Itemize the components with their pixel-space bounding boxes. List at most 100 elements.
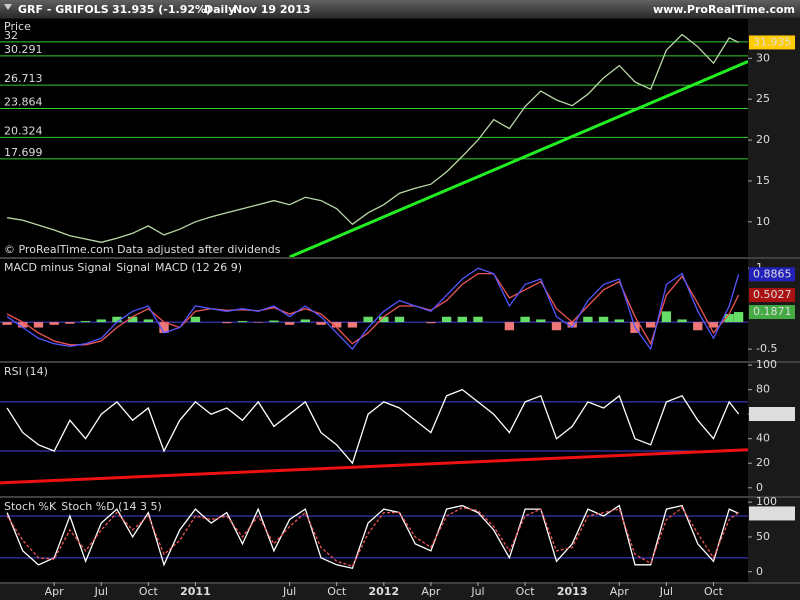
y-tick-label: 15 [756, 174, 770, 187]
histogram-bar [237, 321, 248, 323]
histogram-bar [127, 316, 138, 323]
level-label: 30.291 [4, 43, 43, 56]
legend-label: Signal [116, 261, 150, 274]
histogram-bar [222, 322, 232, 324]
y-tick-label: 20 [756, 133, 770, 146]
plot [0, 33, 748, 257]
x-tick-label: Oct [327, 585, 347, 598]
histogram-bar [473, 316, 483, 323]
y-tick-label: 100 [756, 495, 777, 508]
level-label: 17.699 [4, 146, 43, 159]
histogram-bar [567, 322, 577, 328]
histogram-bar [457, 316, 467, 323]
last-value-box [749, 35, 795, 50]
y-tick-label: 100 [756, 358, 777, 371]
level-label: 32 [4, 29, 18, 42]
last-value: 0.5027 [753, 288, 792, 301]
legend-label: Stoch %D (14 3 5) [61, 500, 162, 513]
x-tick-label: Jul [659, 585, 673, 598]
histogram-bar [677, 319, 687, 323]
x-tick-label: Oct [516, 585, 536, 598]
series-line [6, 388, 740, 465]
histogram-bar [598, 316, 609, 323]
histogram-bar [80, 321, 91, 323]
symbol: GRF - GRIFOLS [18, 3, 109, 16]
series-line [6, 33, 739, 243]
histogram-bar [49, 322, 59, 325]
last-value-box [749, 506, 795, 521]
last-value: 31.935 [753, 35, 792, 48]
histogram-bar [504, 322, 515, 331]
histogram-bar [394, 316, 405, 323]
legend-label: RSI (14) [4, 365, 48, 378]
last-value: 0.8865 [753, 267, 792, 280]
histogram-bar [645, 322, 656, 328]
histogram-bar [520, 316, 530, 323]
legend-label: Stoch %K [4, 500, 57, 513]
histogram-bar [316, 322, 326, 325]
y-tick-label: 80 [756, 383, 770, 396]
histogram-bar [426, 322, 436, 324]
plot [0, 504, 748, 570]
histogram-bar [284, 322, 295, 325]
y-tick-label: 30 [756, 51, 770, 64]
last-value: 0.1871 [753, 305, 792, 318]
x-tick-label: Jul [282, 585, 296, 598]
period: Daily [204, 3, 235, 16]
x-tick-label: Jul [94, 585, 108, 598]
legend-label: MACD (12 26 9) [155, 261, 242, 274]
level-label: 23.864 [4, 95, 43, 108]
note: © ProRealTime.com Data adjusted after di… [4, 243, 281, 256]
histogram-bar [332, 322, 342, 328]
histogram-bar [143, 319, 154, 323]
histogram-bar [2, 322, 12, 325]
quote: 31.935 (-1.92%) [112, 3, 211, 16]
trendline [0, 448, 748, 485]
y-tick-label: 10 [756, 215, 770, 228]
histogram-bar [583, 316, 593, 323]
site: www.ProRealTime.com [653, 3, 795, 16]
histogram-bar [733, 312, 744, 323]
last-value: 83.724 [753, 506, 792, 519]
x-tick-label: Oct [139, 585, 159, 598]
panel-background [0, 19, 748, 257]
x-tick-label: Apr [610, 585, 630, 598]
header-bar [0, 0, 800, 18]
histogram-bar [65, 322, 75, 324]
histogram-bar [693, 322, 703, 331]
histogram-bar [614, 319, 624, 323]
histogram-bar [441, 316, 452, 323]
histogram-bar [536, 319, 546, 323]
histogram-bar [363, 316, 373, 323]
last-value-box [749, 267, 795, 282]
menu-icon[interactable] [4, 4, 12, 10]
y-tick-label: 20 [756, 456, 770, 469]
x-tick-label: Apr [45, 585, 65, 598]
y-tick-label: 50 [756, 530, 770, 543]
series-line [6, 506, 739, 567]
histogram-bar [551, 322, 562, 331]
histogram-bar [159, 322, 169, 333]
histogram-bar [33, 322, 44, 328]
histogram-bar [300, 319, 310, 323]
y-tick-label: 25 [756, 92, 770, 105]
panel-background [0, 498, 748, 582]
x-tick-label: Oct [704, 585, 724, 598]
x-tick-label: 2011 [180, 585, 211, 598]
histogram-bar [18, 322, 28, 328]
histogram-bar [724, 314, 734, 323]
y-tick-label: 40 [756, 432, 770, 445]
histogram-bar [112, 316, 122, 323]
series-line [6, 267, 740, 351]
date: Nov 19 2013 [233, 3, 311, 16]
level-label: 20.324 [4, 124, 43, 137]
histogram-bar [379, 316, 389, 323]
histogram-bar [269, 320, 279, 323]
histogram-bar [253, 322, 263, 323]
y-label: Price [4, 20, 31, 33]
y-tick-label: 0 [756, 565, 763, 578]
trendline [289, 60, 748, 257]
x-tick-label: 2012 [368, 585, 399, 598]
